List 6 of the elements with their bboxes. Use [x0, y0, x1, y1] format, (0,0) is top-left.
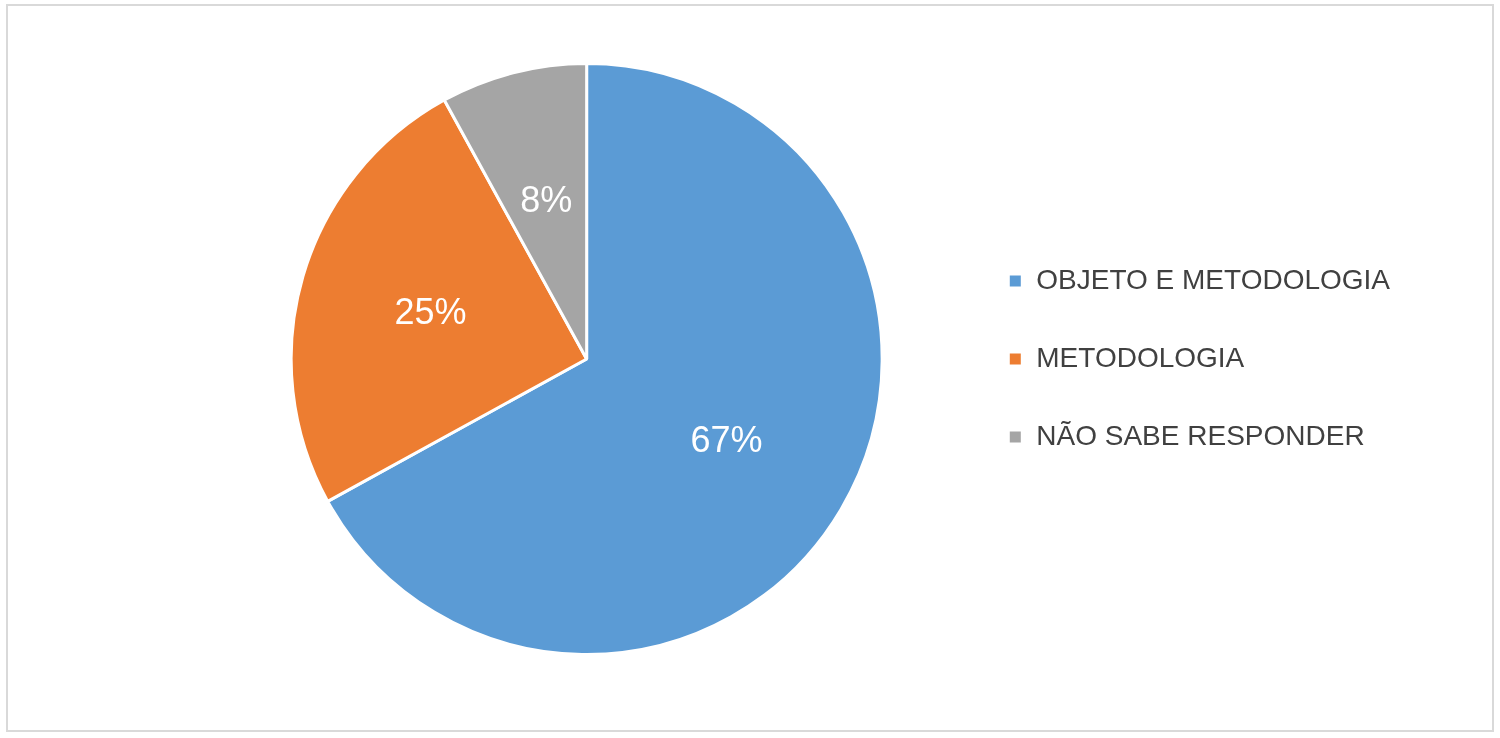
legend-label: OBJETO E METODOLOGIA — [1036, 263, 1391, 295]
legend-label: METODOLOGIA — [1036, 341, 1245, 373]
data-label: 8% — [520, 178, 573, 220]
data-label: 25% — [394, 290, 467, 332]
data-label: 67% — [690, 418, 763, 460]
legend-label: NÃO SABE RESPONDER — [1036, 419, 1365, 451]
